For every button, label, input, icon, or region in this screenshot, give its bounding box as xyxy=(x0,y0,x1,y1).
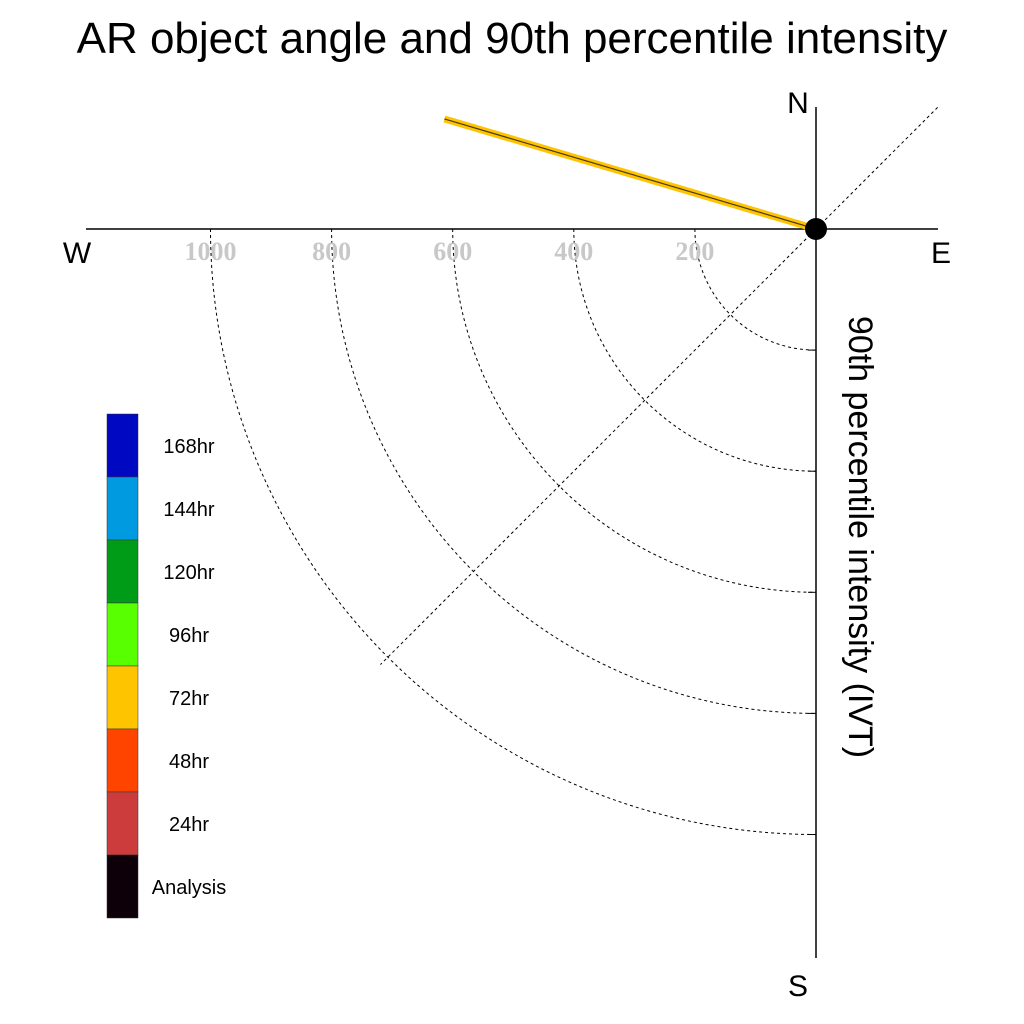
radial-ring xyxy=(331,228,817,714)
compass-east-label: E xyxy=(931,237,951,270)
compass-north-label: N xyxy=(787,87,809,120)
legend-swatch-96hr xyxy=(106,602,139,667)
compass-west-label: W xyxy=(63,237,92,270)
legend-swatch-24hr xyxy=(106,791,139,856)
legend-label-72hr: 72hr xyxy=(169,688,209,710)
legend-label-120hr: 120hr xyxy=(163,562,214,584)
radial-ring xyxy=(694,228,817,351)
chart-marks xyxy=(443,115,827,240)
legend-label-analysis: Analysis xyxy=(152,877,226,899)
chart-axes xyxy=(86,107,938,958)
legend-swatch-48hr xyxy=(106,728,139,793)
legend-swatch-120hr xyxy=(106,539,139,604)
radial-ring xyxy=(573,228,817,472)
chart-legend: 168hr 144hr 120hr 96hr 72hr 48hr 24hr Analysis xyxy=(106,413,226,919)
compass-south-label: S xyxy=(788,970,808,1003)
origin-marker xyxy=(805,218,827,240)
legend-label-144hr: 144hr xyxy=(163,499,214,521)
chart-grid: 200 400 600 800 1000 xyxy=(185,107,938,835)
vector-line-core-72hr xyxy=(444,118,817,230)
legend-label-96hr: 96hr xyxy=(169,625,209,647)
chart-title: AR object angle and 90th percentile inte… xyxy=(76,14,948,63)
radial-tick-label: 600 xyxy=(433,237,472,266)
y-axis-label: 90th percentile intensity (IVT) xyxy=(841,316,879,758)
legend-swatch-168hr xyxy=(106,413,139,478)
radial-tick-label: 400 xyxy=(554,237,593,266)
radial-tick-label: 800 xyxy=(312,237,351,266)
legend-swatch-144hr xyxy=(106,476,139,541)
radial-ring xyxy=(452,228,817,593)
radial-tick-label: 200 xyxy=(675,237,714,266)
legend-swatch-analysis xyxy=(106,854,139,919)
legend-label-48hr: 48hr xyxy=(169,751,209,773)
legend-label-168hr: 168hr xyxy=(163,436,214,458)
diagonal-reference-line xyxy=(380,107,938,665)
legend-label-24hr: 24hr xyxy=(169,814,209,836)
radial-tick-label: 1000 xyxy=(185,237,237,266)
legend-swatch-72hr xyxy=(106,665,139,730)
radial-ring xyxy=(210,228,817,835)
